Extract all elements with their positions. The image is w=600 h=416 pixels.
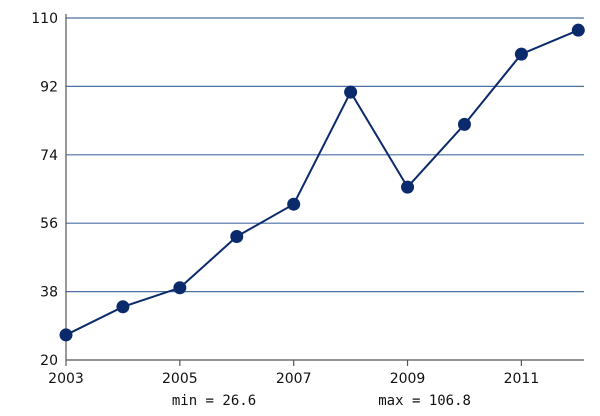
y-tick-label: 110 xyxy=(31,11,58,27)
x-tick-label: 2007 xyxy=(276,371,312,387)
data-point-2006 xyxy=(230,230,244,243)
data-point-2009 xyxy=(401,180,415,194)
stat-annotations: min = 26.6 max = 106.8 xyxy=(172,393,471,409)
series-line xyxy=(65,29,579,336)
gridlines xyxy=(66,17,584,293)
x-tick-label: 2009 xyxy=(390,371,426,387)
axes xyxy=(65,14,584,366)
data-point-2012 xyxy=(571,23,585,37)
y-tick-label: 38 xyxy=(40,285,58,301)
data-point-2008 xyxy=(344,85,358,99)
y-tick-label: 20 xyxy=(40,353,58,369)
x-tick-label: 2005 xyxy=(162,371,198,387)
x-tick-label: 2011 xyxy=(504,371,540,387)
y-tick-label: 92 xyxy=(40,79,58,95)
data-point-2010 xyxy=(457,117,471,131)
data-point-2004 xyxy=(116,300,130,314)
tick-labels: 20 38 56 74 92 110 2003 2005 2007 2009 2011 xyxy=(31,11,539,387)
data-point-2007 xyxy=(287,197,301,211)
data-point-2003 xyxy=(59,328,73,342)
y-tick-label: 74 xyxy=(40,148,58,164)
max-annotation: max = 106.8 xyxy=(378,393,471,409)
data-point-2005 xyxy=(173,281,187,295)
data-series xyxy=(59,23,585,342)
data-point-2011 xyxy=(514,47,528,61)
y-tick-label: 56 xyxy=(40,216,58,232)
x-tick-label: 2003 xyxy=(48,371,84,387)
min-annotation: min = 26.6 xyxy=(172,393,256,409)
